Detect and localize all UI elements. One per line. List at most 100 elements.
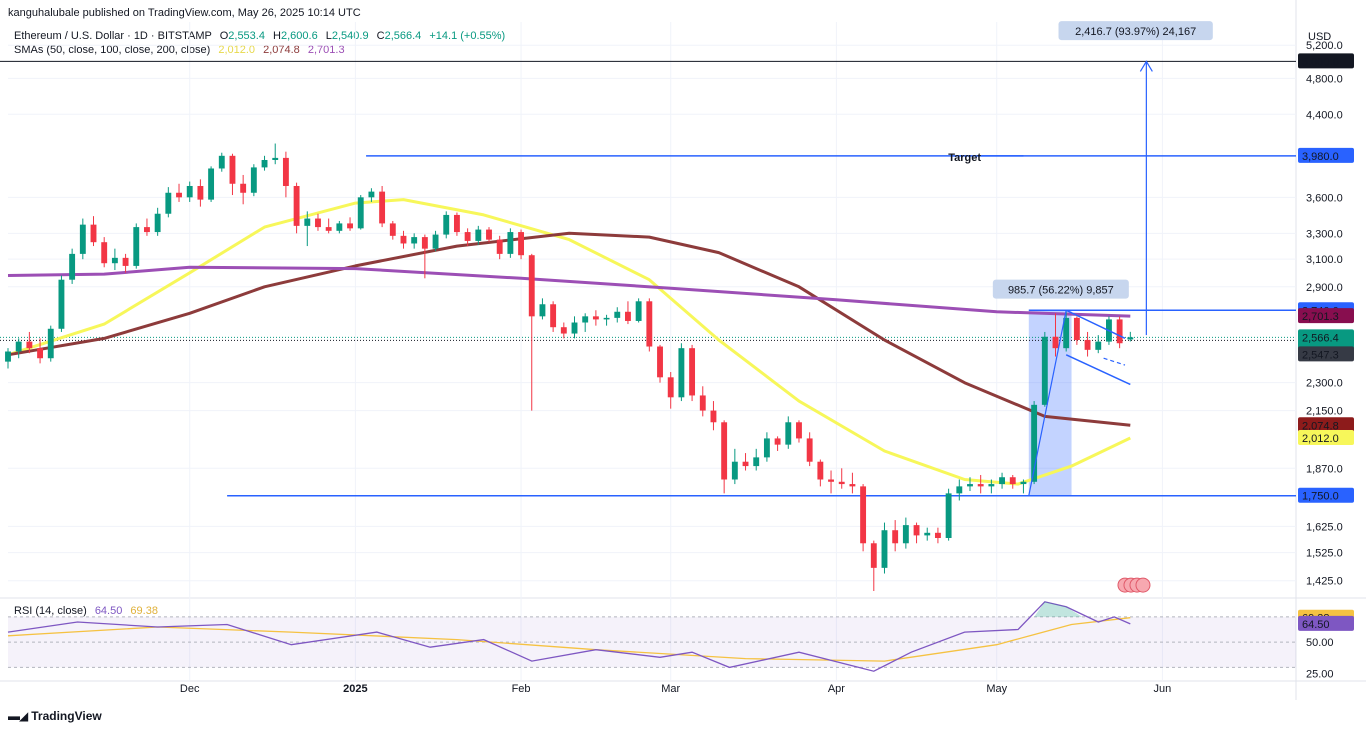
candle-body (518, 232, 525, 256)
candle-body (742, 461, 749, 467)
candle-body (967, 484, 973, 487)
tag-sma200: 2,701.3 (1302, 311, 1339, 323)
candle-body (261, 159, 268, 168)
high-value: 2,600.6 (280, 30, 318, 42)
candle-body (379, 191, 386, 224)
candle-body (913, 525, 920, 536)
candle-body (37, 348, 44, 359)
candle-body (988, 484, 995, 487)
candle-body (154, 213, 161, 233)
candle-body (753, 457, 760, 467)
candle-body (721, 422, 728, 480)
symbol-legend[interactable]: Ethereum / U.S. Dollar · 1D · BITSTAMP O… (14, 30, 505, 42)
candle-body (806, 438, 813, 462)
candle-body (272, 157, 279, 160)
sma200-value: 2,701.3 (307, 44, 345, 56)
sma-line-sma-100 (7, 231, 1131, 427)
publisher-line: kanguhalubale published on TradingView.c… (8, 7, 361, 19)
price-tick-label: 1,525.0 (1306, 548, 1343, 560)
candle-body (924, 532, 931, 536)
date-tick-label: Mar (661, 683, 680, 695)
low-label: L (325, 30, 332, 42)
price-tick-label: 3,600.0 (1306, 192, 1343, 204)
candle-body (678, 348, 685, 398)
date-tick-label: Apr (828, 683, 845, 695)
candle-body (1009, 477, 1016, 485)
date-tick-label: Feb (512, 683, 531, 695)
high-label: H (273, 30, 281, 42)
candle-body (15, 341, 22, 352)
candle-body (486, 229, 492, 240)
candle-body (731, 461, 738, 480)
close-value: 2,566.4 (384, 30, 422, 42)
candle-body (550, 304, 557, 328)
candle-body (101, 242, 108, 264)
tag-sma100-bg (1298, 417, 1354, 433)
target-arrow-head (1139, 60, 1153, 72)
candle-body (69, 253, 76, 280)
tag-5000-bg (1298, 53, 1354, 69)
symbol-name: Ethereum / U.S. Dollar · 1D · BITSTAMP (14, 30, 212, 42)
tag-1750: 1,750.0 (1302, 491, 1339, 503)
currency-label: USD (1308, 31, 1331, 43)
tradingview-logo-text: TradingView (31, 709, 102, 723)
candle-body (945, 493, 952, 539)
tag-last-price: 2,566.4 (1302, 332, 1339, 344)
candle-body (421, 237, 428, 249)
candle-body (614, 311, 621, 318)
tradingview-logo-icon: ▬◢ (8, 709, 28, 723)
flag-lower-line (1065, 354, 1131, 386)
candle-body (699, 395, 706, 411)
target-measure-label-bg (1058, 21, 1213, 41)
tag-sma100: 2,074.8 (1302, 420, 1339, 432)
candle-body (785, 422, 792, 445)
candle-body (176, 192, 182, 198)
candle-body (1052, 336, 1059, 349)
rsi-ma-line (7, 617, 1131, 662)
open-value: 2,553.4 (228, 30, 265, 42)
candle-body (443, 214, 450, 235)
candle-body (999, 477, 1005, 485)
candle-body (1031, 404, 1038, 482)
candle-body (582, 316, 589, 323)
candle-body (507, 232, 514, 254)
candle-body (144, 227, 150, 233)
candle-body (336, 223, 343, 231)
close-label: C (376, 30, 385, 42)
candle-body (774, 438, 781, 445)
candle-body (870, 543, 877, 568)
candle-body (956, 486, 963, 494)
candle-body (293, 185, 300, 226)
candle-body (838, 481, 845, 485)
candle-body (26, 341, 33, 349)
candle-body (47, 328, 54, 359)
candle-body (229, 155, 236, 184)
candle-body (817, 461, 824, 480)
rsi-legend[interactable]: RSI (14, close) 64.50 69.38 (14, 605, 158, 617)
flag-upper-line (1065, 309, 1126, 340)
candle-body (432, 234, 439, 249)
candle-body (400, 235, 407, 244)
rsi-tick-label: 25.00 (1306, 669, 1334, 681)
price-tick-label: 2,300.0 (1306, 378, 1343, 390)
candle-body (1127, 337, 1134, 340)
tag-1750-bg (1298, 487, 1354, 503)
open-label: O (219, 30, 229, 42)
candle-body (828, 479, 834, 482)
candle-body (881, 530, 888, 568)
tag-prev-close-bg (1298, 346, 1354, 362)
candle-body (133, 227, 140, 266)
candle-body (368, 191, 375, 198)
tradingview-logo[interactable]: ▬◢ TradingView (8, 709, 102, 723)
sma-legend-label: SMAs (50, close, 100, close, 200, close) (14, 44, 211, 56)
candle-body (528, 255, 535, 317)
sma-line-sma-200 (7, 265, 1131, 318)
tag-target: 3,980.0 (1302, 151, 1339, 163)
candle-body (90, 224, 97, 243)
candle-body (1084, 339, 1091, 350)
candle-body (849, 484, 856, 487)
candle-body (635, 301, 642, 321)
sma-legend[interactable]: SMAs (50, close, 100, close, 200, close)… (14, 44, 345, 56)
candle-body (165, 192, 172, 214)
